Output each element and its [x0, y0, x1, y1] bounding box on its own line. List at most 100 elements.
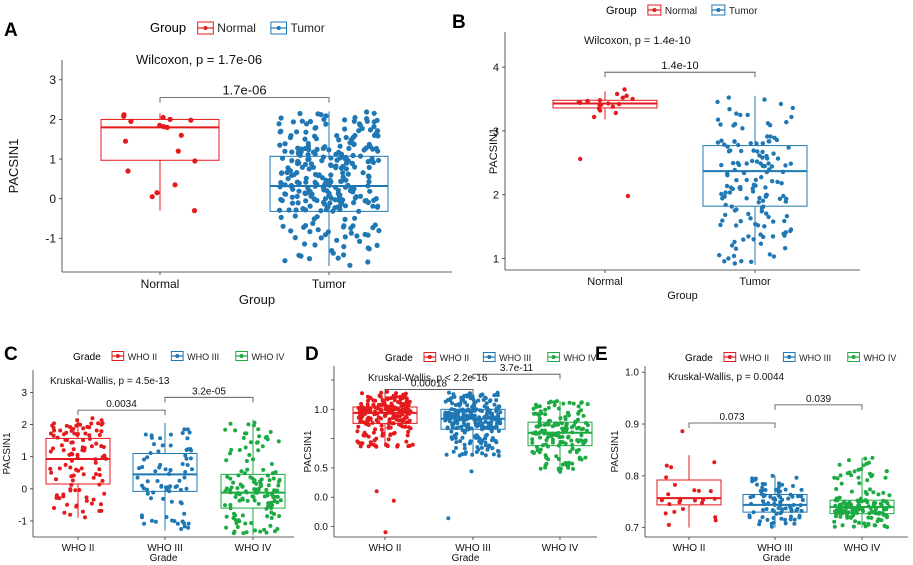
data-point: [481, 425, 486, 429]
data-point: [240, 497, 245, 502]
comparison-bracket: 0.073: [688, 412, 776, 428]
data-point: [245, 498, 250, 503]
data-point: [755, 482, 759, 487]
data-point: [543, 407, 548, 412]
legend-label: WHO III: [799, 353, 831, 363]
data-point: [265, 473, 270, 478]
data-point: [545, 422, 550, 427]
data-point: [351, 200, 357, 206]
data-point: [291, 172, 297, 178]
data-point: [182, 475, 187, 480]
data-point: [97, 509, 102, 513]
data-point: [180, 519, 185, 524]
data-point: [553, 423, 558, 428]
data-point: [469, 469, 474, 474]
data-point: [161, 496, 166, 501]
data-point: [168, 432, 173, 437]
data-point: [537, 422, 542, 427]
data-point: [614, 91, 620, 97]
data-point: [567, 400, 572, 405]
data-point: [459, 424, 464, 429]
data-point: [450, 422, 455, 427]
data-point: [338, 151, 344, 157]
data-point: [256, 448, 261, 453]
data-point: [289, 149, 295, 155]
data-point: [760, 149, 765, 155]
data-point: [663, 511, 668, 516]
data-point: [756, 200, 761, 205]
y-tick-label: 0: [21, 484, 27, 495]
data-point: [277, 184, 283, 190]
data-point: [471, 397, 476, 402]
data-point: [848, 515, 853, 520]
data-point: [489, 429, 494, 434]
data-point: [775, 179, 780, 185]
data-point: [269, 506, 274, 510]
data-point: [667, 502, 672, 507]
data-point: [96, 421, 101, 426]
data-point: [324, 188, 330, 194]
box: [702, 145, 808, 207]
data-point: [296, 188, 302, 194]
data-point: [250, 476, 255, 481]
data-point: [561, 440, 566, 445]
data-point: [739, 148, 744, 154]
data-point: [327, 193, 333, 199]
comparison-label: 3.2e-05: [192, 386, 226, 397]
data-point: [367, 127, 374, 133]
data-point: [52, 421, 56, 426]
data-point: [751, 237, 756, 242]
data-point: [458, 439, 463, 444]
data-point: [558, 434, 563, 439]
data-point: [372, 443, 376, 447]
data-point: [371, 197, 377, 203]
data-point: [836, 510, 841, 515]
data-point: [571, 466, 576, 471]
data-point: [180, 431, 185, 435]
data-point: [135, 475, 140, 480]
data-point: [97, 433, 102, 437]
data-point: [185, 436, 190, 441]
data-point: [882, 523, 887, 528]
data-point: [712, 460, 717, 465]
x-tick-label: Normal: [141, 277, 180, 291]
data-point: [584, 421, 588, 425]
data-point: [738, 186, 743, 192]
data-point: [183, 470, 188, 474]
data-point: [302, 241, 308, 247]
data-point: [391, 421, 396, 426]
data-point: [783, 506, 788, 511]
data-point: [585, 99, 590, 104]
data-point: [410, 442, 415, 447]
data-point: [490, 416, 495, 421]
data-point: [100, 421, 105, 426]
data-point: [538, 435, 543, 440]
data-point: [488, 411, 493, 416]
data-point: [305, 143, 311, 149]
data-point: [77, 488, 82, 492]
data-point: [840, 523, 845, 528]
panel-letter: E: [595, 344, 608, 365]
data-point: [474, 423, 479, 428]
data-point: [70, 478, 75, 483]
data-point: [328, 172, 334, 178]
data-point: [235, 486, 240, 491]
data-point: [717, 253, 722, 258]
data-point: [747, 513, 752, 518]
y-tick-label: 1: [49, 152, 56, 166]
data-point: [543, 465, 548, 470]
data-point: [719, 138, 724, 143]
x-tick-label: WHO IV: [542, 543, 579, 554]
data-point: [732, 239, 737, 245]
data-point: [323, 181, 329, 187]
data-point: [729, 243, 735, 248]
data-point: [175, 148, 181, 154]
data-point: [751, 148, 756, 153]
data-point: [726, 95, 731, 100]
data-point: [338, 178, 345, 184]
legend: Grade WHO II WHO III WHO IV: [685, 352, 896, 364]
data-point: [350, 152, 356, 159]
data-point: [97, 467, 102, 472]
data-point: [278, 196, 284, 203]
data-point: [257, 434, 262, 439]
